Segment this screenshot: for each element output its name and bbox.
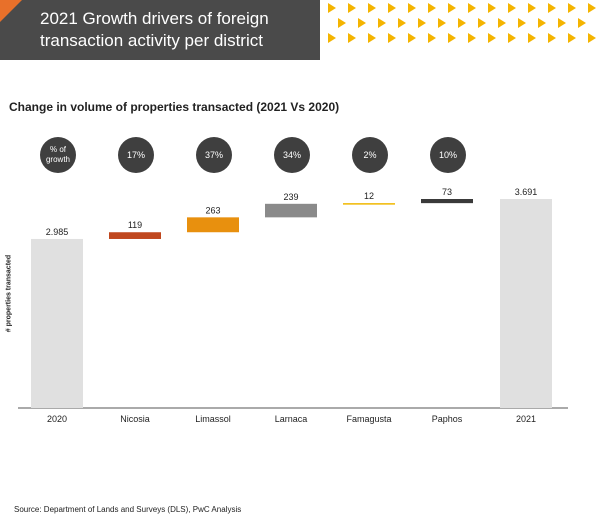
source-note: Source: Department of Lands and Surveys …	[14, 505, 242, 514]
growth-badge-larnaca: 34%	[274, 137, 310, 173]
chevron-pattern	[328, 3, 596, 43]
chevron-shape	[368, 3, 376, 13]
chevron-shape	[468, 33, 476, 43]
growth-badge-limassol: 37%	[196, 137, 232, 173]
bar-larnaca	[265, 203, 317, 218]
bar-2020	[31, 238, 83, 408]
header-accent-triangle	[0, 0, 22, 22]
chevron-shape	[558, 18, 566, 28]
growth-badge-famagusta: 2%	[352, 137, 388, 173]
growth-badge-paphos: 10%	[430, 137, 466, 173]
chevron-shape	[468, 3, 476, 13]
chevron-shape	[548, 33, 556, 43]
x-tick-larnaca: Larnaca	[275, 414, 308, 424]
chevron-shape	[448, 3, 456, 13]
chevron-shape	[408, 33, 416, 43]
chevron-shape	[438, 18, 446, 28]
chevron-shape	[398, 18, 406, 28]
chevron-shape	[408, 3, 416, 13]
data-label-paphos: 73	[442, 187, 452, 197]
chevron-shape	[448, 33, 456, 43]
chevron-shape	[588, 3, 596, 13]
chevron-shape	[348, 3, 356, 13]
chevron-shape	[418, 18, 426, 28]
chevron-shape	[358, 18, 366, 28]
chevron-shape	[488, 3, 496, 13]
chevron-shape	[528, 33, 536, 43]
data-label-limassol: 263	[205, 205, 220, 215]
chevron-shape	[378, 18, 386, 28]
data-label-2020: 2.985	[46, 227, 69, 237]
header-banner: 2021 Growth drivers of foreign transacti…	[0, 0, 320, 60]
chevron-shape	[498, 18, 506, 28]
x-tick-paphos: Paphos	[432, 414, 463, 424]
chevron-shape	[508, 3, 516, 13]
x-tick-limassol: Limassol	[195, 414, 231, 424]
chevron-shape	[518, 18, 526, 28]
chevron-shape	[388, 33, 396, 43]
chevron-shape	[428, 3, 436, 13]
data-label-larnaca: 239	[283, 192, 298, 202]
chevron-shape	[488, 33, 496, 43]
page-title: 2021 Growth drivers of foreign transacti…	[40, 9, 269, 50]
chevron-shape	[328, 33, 336, 43]
chevron-shape	[388, 3, 396, 13]
x-tick-nicosia: Nicosia	[120, 414, 150, 424]
bar-famagusta	[343, 203, 395, 205]
chevron-shape	[338, 18, 346, 28]
chevron-shape	[538, 18, 546, 28]
chevron-shape	[548, 3, 556, 13]
bar-limassol	[187, 217, 239, 233]
x-tick-famagusta: Famagusta	[346, 414, 391, 424]
chevron-shape	[528, 3, 536, 13]
bar-nicosia	[109, 232, 161, 239]
growth-badge-header: % of growth	[40, 137, 76, 173]
chevron-shape	[328, 3, 336, 13]
chevron-shape	[428, 33, 436, 43]
chart-subtitle: Change in volume of properties transacte…	[9, 100, 340, 114]
chevron-shape	[578, 18, 586, 28]
chevron-shape	[458, 18, 466, 28]
x-tick-2021: 2021	[516, 414, 536, 424]
bar-paphos	[421, 199, 473, 204]
chevron-shape	[568, 33, 576, 43]
chevron-shape	[568, 3, 576, 13]
data-label-nicosia: 119	[128, 220, 142, 230]
data-label-2021: 3.691	[515, 187, 538, 197]
chevron-shape	[508, 33, 516, 43]
growth-badge-nicosia: 17%	[118, 137, 154, 173]
chevron-shape	[348, 33, 356, 43]
chevron-shape	[588, 33, 596, 43]
data-label-famagusta: 12	[364, 191, 374, 201]
bar-2021	[500, 199, 552, 408]
x-tick-2020: 2020	[47, 414, 67, 424]
chevron-shape	[368, 33, 376, 43]
chevron-shape	[478, 18, 486, 28]
